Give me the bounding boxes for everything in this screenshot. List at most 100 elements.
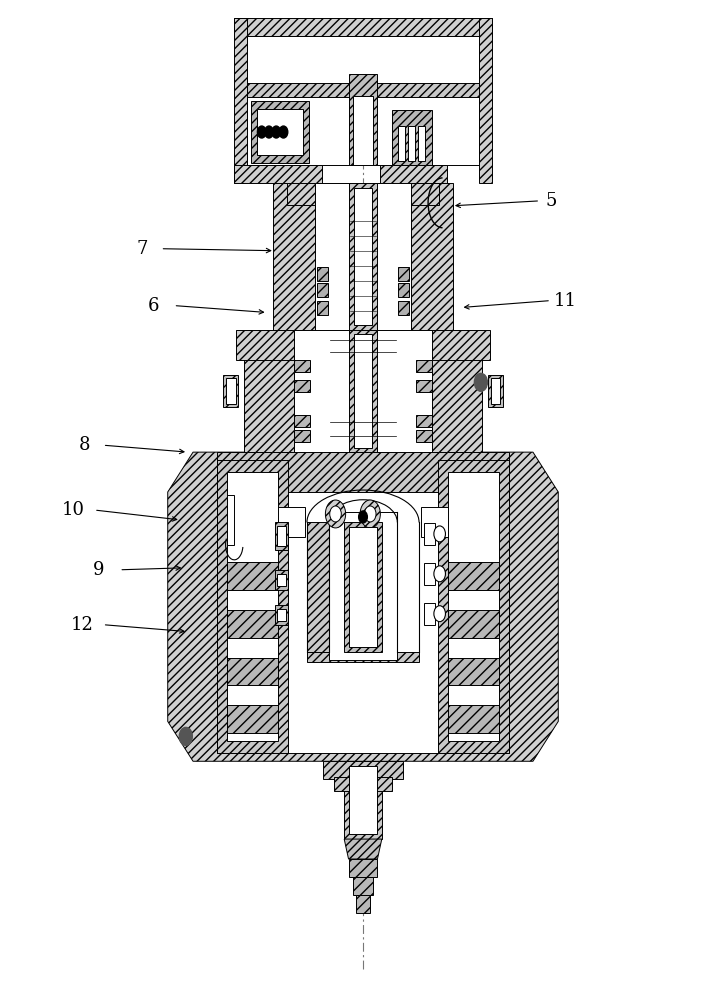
- Bar: [398, 126, 405, 161]
- Bar: [488, 375, 502, 407]
- Bar: [348, 330, 378, 452]
- Bar: [227, 705, 277, 733]
- Bar: [416, 360, 432, 372]
- Bar: [277, 609, 285, 621]
- Bar: [234, 18, 492, 36]
- Bar: [294, 380, 310, 392]
- Bar: [274, 605, 287, 625]
- Bar: [356, 895, 370, 913]
- Bar: [227, 378, 236, 404]
- Bar: [217, 460, 287, 753]
- Polygon shape: [344, 839, 382, 859]
- Bar: [237, 507, 305, 537]
- Bar: [349, 766, 377, 834]
- Circle shape: [325, 500, 346, 528]
- Bar: [287, 183, 439, 205]
- Circle shape: [434, 566, 446, 582]
- Bar: [353, 877, 373, 895]
- Bar: [234, 18, 248, 183]
- Bar: [449, 705, 499, 733]
- Bar: [416, 380, 432, 392]
- Bar: [277, 526, 285, 546]
- Bar: [399, 267, 409, 281]
- Circle shape: [364, 506, 376, 522]
- Bar: [416, 415, 432, 427]
- Bar: [227, 610, 277, 638]
- Bar: [272, 183, 314, 330]
- Bar: [237, 330, 489, 360]
- Text: 12: 12: [71, 616, 94, 634]
- Circle shape: [279, 126, 287, 138]
- Text: 8: 8: [79, 436, 90, 454]
- Bar: [274, 570, 287, 590]
- Bar: [349, 527, 377, 647]
- Text: 11: 11: [554, 292, 577, 310]
- Bar: [353, 96, 373, 165]
- Bar: [217, 460, 509, 753]
- Bar: [277, 574, 285, 586]
- Bar: [257, 109, 303, 155]
- Bar: [294, 360, 310, 372]
- Bar: [227, 495, 234, 545]
- Circle shape: [179, 727, 192, 745]
- Bar: [424, 523, 435, 545]
- Bar: [227, 472, 277, 741]
- Bar: [449, 610, 499, 638]
- Bar: [449, 472, 499, 741]
- Polygon shape: [168, 452, 558, 761]
- Bar: [323, 761, 403, 779]
- Bar: [307, 652, 419, 662]
- Bar: [248, 36, 478, 165]
- Bar: [237, 452, 489, 470]
- Bar: [348, 183, 378, 330]
- Bar: [416, 430, 432, 442]
- Bar: [317, 301, 327, 315]
- Bar: [344, 522, 382, 652]
- Text: 7: 7: [136, 240, 148, 258]
- Bar: [424, 603, 435, 625]
- Bar: [478, 18, 492, 183]
- Circle shape: [272, 126, 280, 138]
- Bar: [418, 126, 425, 161]
- Bar: [234, 165, 322, 183]
- Bar: [251, 101, 309, 163]
- Bar: [317, 283, 327, 297]
- Bar: [248, 83, 478, 97]
- Bar: [399, 301, 409, 315]
- Bar: [449, 562, 499, 590]
- Bar: [294, 330, 432, 452]
- Bar: [491, 378, 500, 404]
- Circle shape: [474, 373, 487, 391]
- Bar: [344, 761, 382, 839]
- Circle shape: [434, 526, 446, 542]
- Text: 5: 5: [545, 192, 557, 210]
- Bar: [421, 507, 489, 537]
- Bar: [227, 658, 277, 685]
- Bar: [408, 126, 415, 161]
- Bar: [317, 267, 327, 281]
- Bar: [399, 283, 409, 297]
- Bar: [314, 183, 412, 330]
- Bar: [224, 375, 238, 407]
- Bar: [432, 330, 482, 452]
- Bar: [294, 415, 310, 427]
- Bar: [439, 460, 509, 753]
- Bar: [217, 452, 509, 492]
- Bar: [392, 110, 432, 165]
- Bar: [412, 183, 454, 330]
- Bar: [294, 430, 310, 442]
- Bar: [329, 512, 397, 660]
- Text: 9: 9: [93, 561, 105, 579]
- Bar: [449, 658, 499, 685]
- Circle shape: [359, 511, 367, 523]
- Text: 6: 6: [147, 297, 159, 315]
- Circle shape: [434, 606, 446, 622]
- Bar: [244, 330, 294, 452]
- Circle shape: [258, 126, 266, 138]
- Text: 10: 10: [62, 501, 85, 519]
- Bar: [348, 859, 378, 877]
- Bar: [307, 522, 329, 652]
- Bar: [354, 334, 372, 448]
- Bar: [424, 563, 435, 585]
- Bar: [380, 165, 446, 183]
